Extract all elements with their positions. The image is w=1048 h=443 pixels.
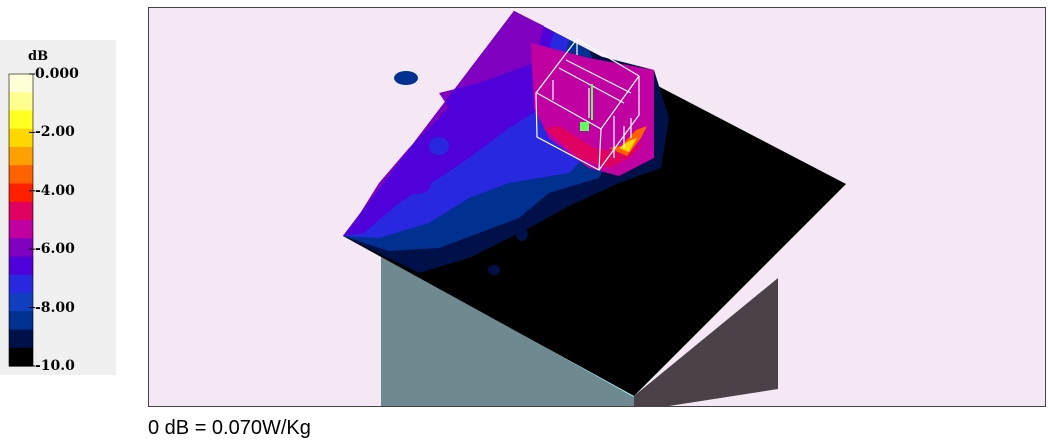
colorbar-swatch (9, 329, 33, 349)
colorbar-tick-label: 0.000 (35, 66, 79, 82)
reference-note: 0 dB = 0.070W/Kg (148, 417, 311, 439)
colorbar-swatch (9, 147, 33, 166)
colorbar-swatch (9, 220, 33, 239)
colorbar-tick-label: -6.00 (35, 241, 75, 258)
colorbar-swatch (9, 201, 33, 221)
phantom-right-face (634, 278, 778, 406)
colorbar-unit-label: dB (28, 49, 49, 64)
colorbar-swatch (9, 92, 33, 112)
colorbar-swatch (9, 293, 33, 312)
colorbar-legend: dB 0.000 -2.00 -4.00 -6.00 -8.00 -10.0 (0, 40, 116, 375)
sar-spot (442, 253, 456, 263)
colorbar-swatch (9, 238, 33, 258)
sar-level--2 (609, 126, 647, 156)
colorbar-swatch (9, 347, 33, 367)
colorbar-tick-label: -8.00 (35, 299, 75, 316)
sar-3d-scene (343, 11, 846, 406)
sar-spot (488, 265, 500, 275)
colorbar-swatch (9, 110, 33, 130)
colorbar-swatch (9, 128, 33, 148)
device-outline (535, 38, 640, 171)
sar-level--1 (619, 138, 637, 152)
sar-spot (429, 137, 449, 155)
phantom-left-face (381, 254, 634, 406)
colorbar-svg (8, 73, 35, 367)
colorbar-swatch (9, 311, 33, 331)
colorbar-swatch (9, 183, 33, 203)
sar-level--3 (544, 126, 644, 168)
colorbar-swatch (9, 165, 33, 185)
colorbar-tick-label: -4.00 (35, 182, 75, 199)
sar-spot (394, 71, 418, 85)
colorbar-tick-label: -10.0 (35, 358, 75, 374)
sar-3d-view (148, 7, 1046, 407)
colorbar-tick-label: -2.00 (35, 124, 75, 141)
sar-surface (343, 11, 846, 396)
sar-spot (516, 227, 528, 241)
sar-level--5 (343, 11, 544, 236)
colorbar-outline (8, 73, 34, 367)
colorbar-swatch (9, 256, 33, 276)
sar-spot (403, 174, 431, 194)
colorbar-swatch (9, 274, 33, 294)
colorbar-swatch (9, 74, 33, 93)
feed-point (580, 122, 589, 131)
